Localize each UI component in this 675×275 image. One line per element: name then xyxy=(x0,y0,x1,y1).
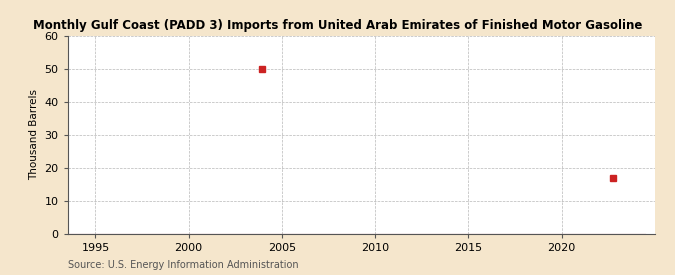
Y-axis label: Thousand Barrels: Thousand Barrels xyxy=(29,89,38,180)
Text: Monthly Gulf Coast (PADD 3) Imports from United Arab Emirates of Finished Motor : Monthly Gulf Coast (PADD 3) Imports from… xyxy=(33,19,642,32)
Text: Source: U.S. Energy Information Administration: Source: U.S. Energy Information Administ… xyxy=(68,260,298,270)
